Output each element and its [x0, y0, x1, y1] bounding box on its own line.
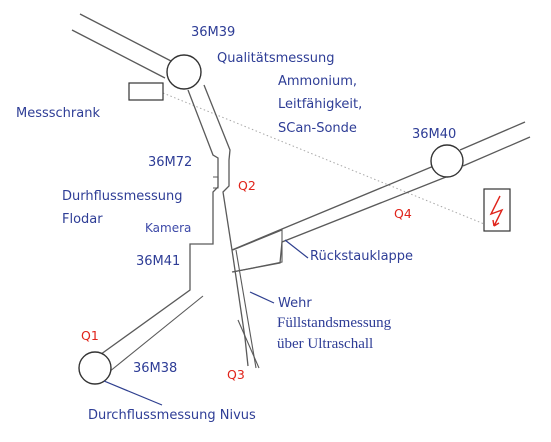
pipe-inner-line-2 [237, 319, 260, 369]
leader-rueckstau [284, 239, 309, 259]
backflow-chamber [232, 229, 283, 273]
pipe-top-lower-edge [71, 29, 166, 79]
pipe-inner-line [235, 249, 257, 369]
pipe-right-edge [203, 84, 249, 367]
flodar-segment [213, 176, 219, 189]
label-scan-sonde: SCan-Sonde [278, 121, 357, 136]
manhole-36m40[interactable] [430, 144, 464, 178]
marker-q1: Q1 [81, 328, 99, 343]
node-label-36m72: 36M72 [148, 155, 193, 170]
marker-q3: Q3 [227, 367, 245, 382]
measurement-cabinet[interactable] [128, 82, 164, 101]
label-flodar: Flodar [62, 212, 103, 227]
label-durchflussmessung-flodar: Durhflussmessung [62, 189, 183, 204]
label-kamera: Kamera [145, 221, 192, 235]
marker-q4: Q4 [394, 206, 412, 221]
label-ammonium: Ammonium, [278, 74, 358, 89]
pipe-east-lower-edge [462, 136, 531, 167]
label-ueber-ultraschall: über Ultraschall [277, 336, 374, 352]
leader-wehr [249, 291, 275, 304]
node-label-36m38: 36M38 [133, 361, 178, 376]
pipe-left-edge [96, 89, 219, 358]
marker-q2: Q2 [238, 178, 256, 193]
node-label-36m40: 36M40 [412, 127, 457, 142]
label-rueckstauklappe: Rückstauklappe [310, 249, 414, 264]
lightning-icon [489, 195, 504, 227]
label-leitfaehigkeit: Leitfähigkeit, [278, 97, 363, 112]
pipe-top-upper-edge [79, 13, 172, 62]
node-label-36m41: 36M41 [136, 254, 181, 269]
node-label-36m39: 36M39 [191, 25, 236, 40]
leader-nivus [103, 380, 163, 406]
branch-lower-edge [108, 295, 204, 373]
pipe-east-upper-edge [459, 121, 526, 151]
label-fuellstandsmessung: Füllstandsmessung [277, 315, 392, 331]
label-messschrank: Messschrank [16, 106, 100, 121]
manhole-36m38[interactable] [78, 351, 112, 385]
label-durchflussmessung-nivus: Durchflussmessung Nivus [88, 408, 256, 423]
manhole-36m39[interactable] [166, 54, 202, 90]
label-wehr: Wehr [278, 296, 312, 311]
label-qualitaetsmessung: Qualitätsmessung [217, 51, 335, 66]
pipe-diagonal-upper-edge [231, 162, 442, 251]
